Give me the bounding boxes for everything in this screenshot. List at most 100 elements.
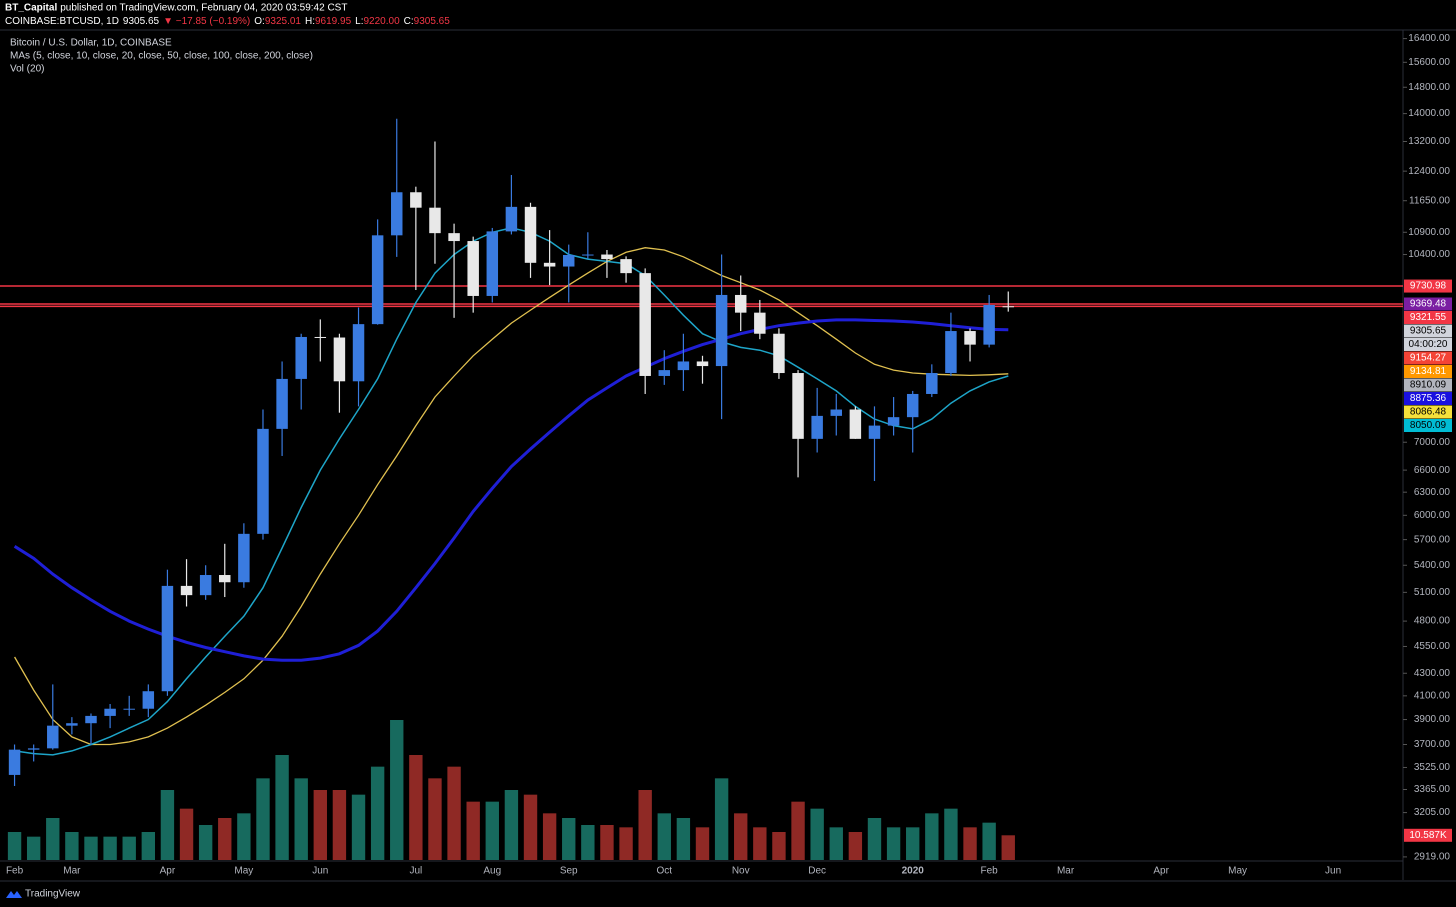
- candle-body: [429, 207, 441, 234]
- quote-line: COINBASE:BTCUSD, 1D 9305.65 ▼ −17.85 (−0.1…: [5, 16, 450, 27]
- x-tick-label: Jun: [312, 866, 328, 877]
- price-badge-label: 8086.48: [1410, 407, 1447, 418]
- price-badge-label: 9730.98: [1410, 281, 1447, 292]
- volume-bar: [237, 813, 251, 860]
- volume-bar: [390, 720, 404, 860]
- volume-bar: [504, 790, 519, 860]
- x-tick-label: Feb: [981, 866, 999, 877]
- price-badge: [1404, 297, 1452, 311]
- candle-body: [391, 192, 403, 236]
- candle-body: [1002, 306, 1014, 308]
- candle-body: [352, 324, 365, 382]
- candle-body: [238, 533, 250, 583]
- candle-body: [257, 428, 269, 534]
- y-tick-label: 4550.00: [1414, 641, 1451, 652]
- candle-body: [906, 393, 919, 418]
- candle-body: [543, 262, 556, 267]
- moving-average: [13, 318, 1009, 662]
- price-badge-label: 9369.48: [1410, 299, 1447, 310]
- volume-bar: [944, 808, 958, 860]
- price-badge: [1404, 365, 1452, 379]
- candle-body: [983, 304, 995, 345]
- y-tick-label: 4100.00: [1414, 690, 1451, 701]
- price-badge: [1404, 324, 1452, 338]
- volume-bar: [810, 808, 824, 860]
- volume-bar: [619, 827, 633, 860]
- x-tick-label: Mar: [1057, 866, 1075, 877]
- price-badge: [1404, 351, 1452, 365]
- candle-body: [563, 254, 575, 267]
- candle-body: [123, 708, 135, 710]
- volume-bar: [1001, 835, 1015, 860]
- brand[interactable]: TradingView: [25, 889, 81, 900]
- quote-part: 9619.95: [315, 16, 352, 27]
- volume-bar: [313, 790, 327, 860]
- candle-body: [830, 409, 842, 416]
- y-tick-label: 5100.00: [1414, 587, 1451, 598]
- candle-body: [486, 231, 499, 296]
- footer: TradingView: [6, 889, 81, 900]
- volume-bar: [409, 755, 423, 860]
- y-tick-label: 4300.00: [1414, 668, 1451, 679]
- candle-body: [8, 749, 21, 775]
- candle-body: [601, 254, 613, 260]
- candle-body: [773, 333, 785, 374]
- price-badge: [1404, 311, 1452, 325]
- y-tick-label: 3205.00: [1414, 807, 1451, 818]
- candle-body: [620, 259, 632, 274]
- y-tick-label: 6600.00: [1414, 465, 1451, 476]
- price-badge-label: 04:00:20: [1409, 339, 1448, 350]
- price-badge: [1404, 279, 1452, 293]
- volume-bar: [428, 778, 442, 860]
- x-tick-label: Jul: [409, 866, 422, 877]
- candle-body: [142, 691, 155, 709]
- candle-body: [754, 312, 766, 334]
- plot-area: [0, 118, 1403, 860]
- volume-bar: [351, 794, 366, 860]
- candle-body: [85, 715, 97, 724]
- y-tick-label: 3365.00: [1414, 784, 1451, 795]
- volume-bar: [638, 790, 652, 860]
- candle-body: [696, 361, 709, 367]
- legend: Bitcoin / U.S. Dollar, 1D, COINBASE MAs (…: [10, 38, 313, 75]
- volume-bar: [7, 832, 22, 860]
- volume-bar: [84, 836, 98, 860]
- moving-average: [14, 247, 1009, 746]
- candle-body: [582, 254, 594, 256]
- quote-part: O:: [254, 16, 265, 27]
- candle-body: [448, 233, 460, 242]
- candle-body: [66, 723, 78, 726]
- candle-body: [371, 235, 384, 325]
- volume-bar: [523, 794, 538, 860]
- volume-bar: [657, 813, 671, 860]
- volume-bar: [734, 813, 748, 860]
- volume-bar: [753, 827, 767, 860]
- candle-body: [505, 206, 518, 232]
- y-tick-label: 3700.00: [1414, 739, 1451, 750]
- price-badge: [1404, 419, 1452, 433]
- published-note: published on TradingView.com, February 0…: [60, 3, 347, 14]
- volume-bar: [848, 832, 863, 860]
- candle-body: [276, 378, 288, 429]
- volume-bar: [179, 808, 194, 860]
- candle-body: [926, 373, 938, 394]
- y-tick-label: 11650.00: [1409, 195, 1450, 206]
- y-tick-label: 15600.00: [1408, 57, 1450, 68]
- x-tick-label: Mar: [63, 866, 81, 877]
- x-tick-label: Nov: [732, 866, 750, 877]
- volume-bar: [26, 836, 41, 860]
- legend-line: Bitcoin / U.S. Dollar, 1D, COINBASE: [10, 38, 172, 49]
- y-tick-label: 10900.00: [1408, 227, 1450, 238]
- price-badge-label: 9134.81: [1410, 366, 1447, 377]
- price-badge-label: 9154.27: [1410, 353, 1447, 364]
- volume-bar: [46, 818, 60, 860]
- volume-bar: [906, 827, 920, 860]
- volume-bar: [447, 766, 461, 860]
- price-axis: 16400.00 15600.00 14800.00 14000.00 13200.00…: [1403, 33, 1452, 863]
- candle-body: [314, 336, 327, 338]
- candle-body: [811, 415, 823, 439]
- x-tick-label: Oct: [656, 866, 672, 877]
- quote-part: COINBASE:BTCUSD, 1D: [5, 16, 119, 27]
